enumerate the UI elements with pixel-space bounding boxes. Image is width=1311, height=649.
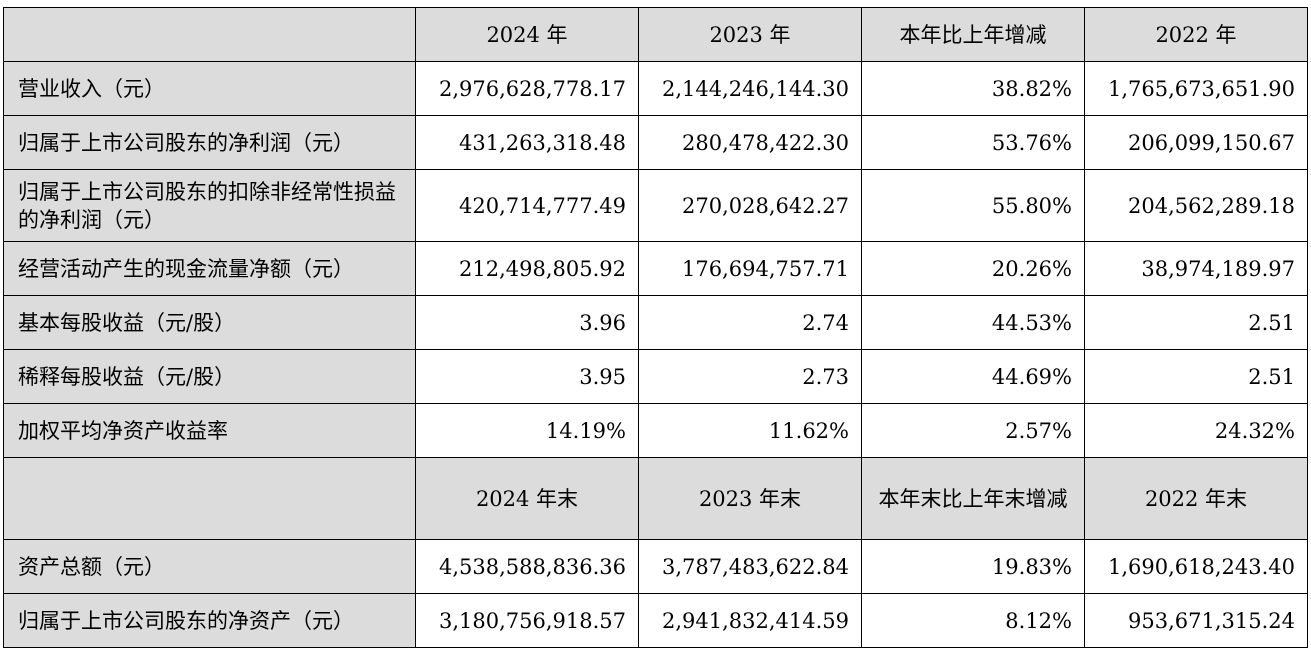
value-2023: 3,787,483,622.84	[638, 539, 862, 594]
table-row-basic-eps: 基本每股收益（元/股） 3.96 2.74 44.53% 2.51	[3, 295, 1308, 350]
value-change: 53.76%	[861, 115, 1085, 170]
value-2023: 176,694,757.71	[638, 241, 862, 296]
value-2022: 206,099,150.67	[1084, 115, 1308, 170]
value-2023: 2,941,832,414.59	[638, 593, 862, 648]
row-label: 营业收入（元）	[3, 61, 416, 116]
value-2024: 3,180,756,918.57	[415, 593, 639, 648]
value-change: 20.26%	[861, 241, 1085, 296]
value-2022: 1,765,673,651.90	[1084, 61, 1308, 116]
row-label: 基本每股收益（元/股）	[3, 295, 416, 350]
table-row-operating-cash-flow: 经营活动产生的现金流量净额（元） 212,498,805.92 176,694,…	[3, 241, 1308, 296]
header-row-year-end: 2024 年末 2023 年末 本年末比上年末增减 2022 年末	[3, 457, 1308, 540]
value-2024: 431,263,318.48	[415, 115, 639, 170]
table-row-net-assets: 归属于上市公司股东的净资产（元） 3,180,756,918.57 2,941,…	[3, 593, 1308, 648]
row-label: 加权平均净资产收益率	[3, 403, 416, 458]
value-2024: 3.95	[415, 349, 639, 404]
value-2024: 212,498,805.92	[415, 241, 639, 296]
row-label: 稀释每股收益（元/股）	[3, 349, 416, 404]
value-2022: 2.51	[1084, 349, 1308, 404]
header-yoy-change: 本年比上年增减	[861, 7, 1085, 62]
value-2023: 2.73	[638, 349, 862, 404]
value-2022: 24.32%	[1084, 403, 1308, 458]
header-year-end-change: 本年末比上年末增减	[861, 457, 1085, 540]
header-2022-year-end: 2022 年末	[1084, 457, 1308, 540]
financial-summary-table: 2024 年 2023 年 本年比上年增减 2022 年 营业收入（元） 2,9…	[3, 7, 1308, 648]
value-2022: 38,974,189.97	[1084, 241, 1308, 296]
header-corner-cell	[3, 7, 416, 62]
table-row-weighted-roe: 加权平均净资产收益率 14.19% 11.62% 2.57% 24.32%	[3, 403, 1308, 458]
value-2022: 1,690,618,243.40	[1084, 539, 1308, 594]
value-change: 19.83%	[861, 539, 1085, 594]
value-change: 44.53%	[861, 295, 1085, 350]
value-2024: 3.96	[415, 295, 639, 350]
row-label: 归属于上市公司股东的净利润（元）	[3, 115, 416, 170]
value-2024: 420,714,777.49	[415, 169, 639, 242]
header-row-annual: 2024 年 2023 年 本年比上年增减 2022 年	[3, 7, 1308, 62]
value-change: 38.82%	[861, 61, 1085, 116]
header-2024: 2024 年	[415, 7, 639, 62]
value-2024: 14.19%	[415, 403, 639, 458]
value-change: 8.12%	[861, 593, 1085, 648]
header-corner-cell	[3, 457, 416, 540]
header-2023-year-end: 2023 年末	[638, 457, 862, 540]
value-2023: 2.74	[638, 295, 862, 350]
table-row-operating-revenue: 营业收入（元） 2,976,628,778.17 2,144,246,144.3…	[3, 61, 1308, 116]
value-2024: 2,976,628,778.17	[415, 61, 639, 116]
value-change: 55.80%	[861, 169, 1085, 242]
header-2024-year-end: 2024 年末	[415, 457, 639, 540]
row-label: 经营活动产生的现金流量净额（元）	[3, 241, 416, 296]
table-row-diluted-eps: 稀释每股收益（元/股） 3.95 2.73 44.69% 2.51	[3, 349, 1308, 404]
table-row-total-assets: 资产总额（元） 4,538,588,836.36 3,787,483,622.8…	[3, 539, 1308, 594]
table-row-net-profit-excl-nonrecurring: 归属于上市公司股东的扣除非经常性损益的净利润（元） 420,714,777.49…	[3, 169, 1308, 242]
value-2023: 11.62%	[638, 403, 862, 458]
header-2023: 2023 年	[638, 7, 862, 62]
value-2023: 270,028,642.27	[638, 169, 862, 242]
row-label: 归属于上市公司股东的扣除非经常性损益的净利润（元）	[3, 169, 416, 242]
value-change: 44.69%	[861, 349, 1085, 404]
value-2022: 204,562,289.18	[1084, 169, 1308, 242]
table-row-net-profit: 归属于上市公司股东的净利润（元） 431,263,318.48 280,478,…	[3, 115, 1308, 170]
value-2024: 4,538,588,836.36	[415, 539, 639, 594]
value-2023: 280,478,422.30	[638, 115, 862, 170]
row-label: 资产总额（元）	[3, 539, 416, 594]
value-2022: 953,671,315.24	[1084, 593, 1308, 648]
value-change: 2.57%	[861, 403, 1085, 458]
header-2022: 2022 年	[1084, 7, 1308, 62]
row-label: 归属于上市公司股东的净资产（元）	[3, 593, 416, 648]
value-2023: 2,144,246,144.30	[638, 61, 862, 116]
value-2022: 2.51	[1084, 295, 1308, 350]
